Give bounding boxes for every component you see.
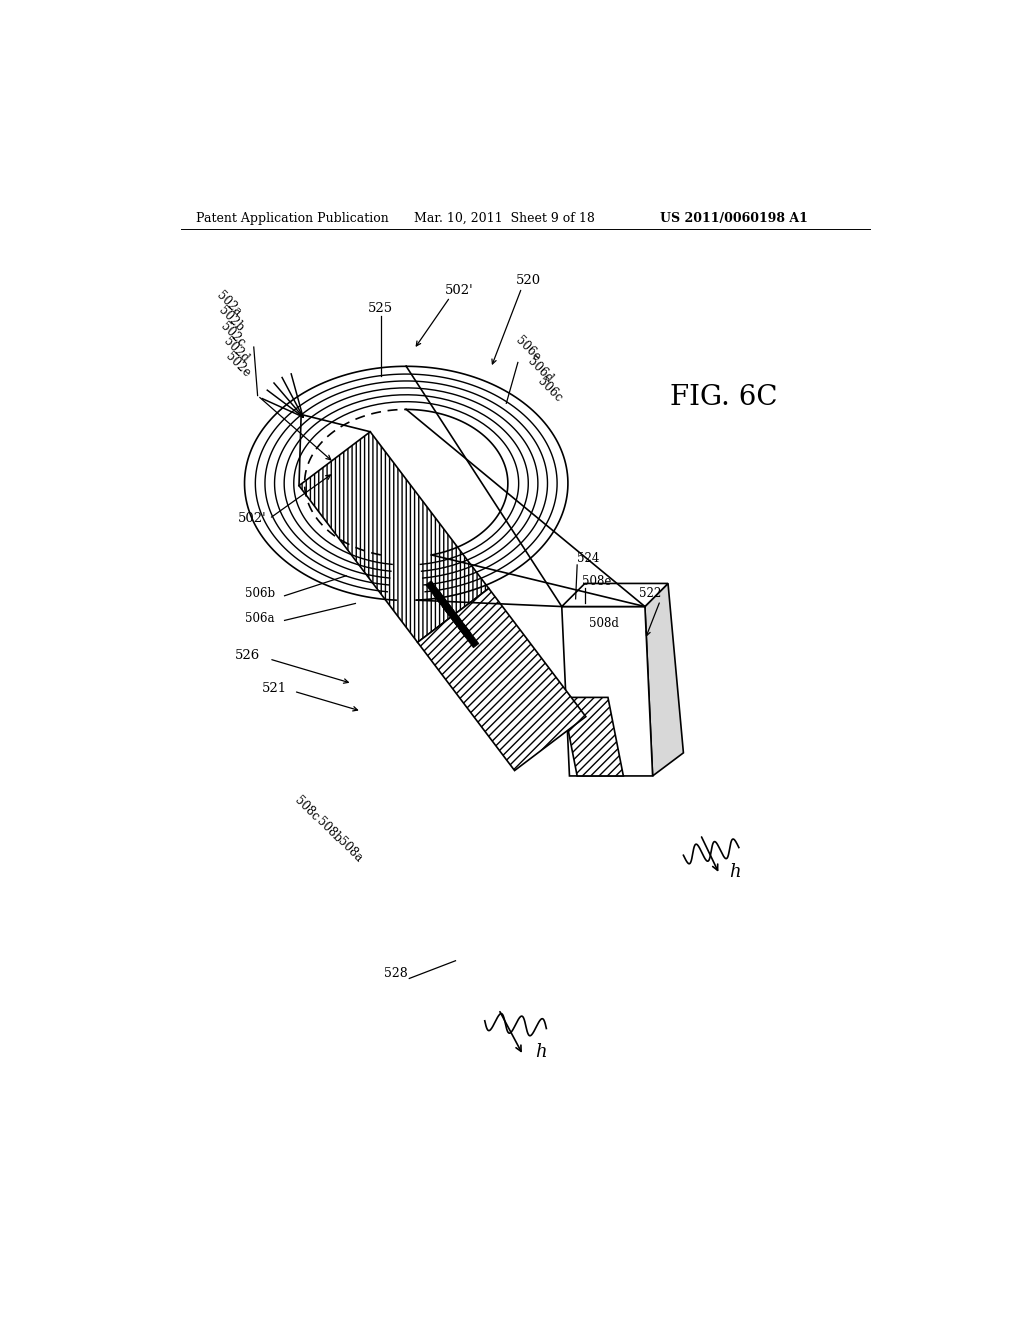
Text: US 2011/0060198 A1: US 2011/0060198 A1 — [660, 213, 808, 224]
Text: 521: 521 — [261, 681, 287, 694]
Text: 508c: 508c — [292, 795, 322, 824]
Polygon shape — [562, 697, 624, 776]
Text: 502': 502' — [444, 284, 473, 297]
Text: 506a: 506a — [245, 612, 274, 626]
Polygon shape — [299, 432, 488, 643]
Text: 525: 525 — [369, 302, 393, 315]
Text: 506b: 506b — [245, 587, 274, 601]
Text: 508a: 508a — [335, 834, 365, 865]
Text: 502b: 502b — [216, 304, 247, 334]
Text: 508d: 508d — [590, 616, 620, 630]
Polygon shape — [434, 591, 455, 615]
Text: 502a: 502a — [214, 289, 244, 318]
Text: 520: 520 — [515, 273, 541, 286]
Text: FIG. 6C: FIG. 6C — [670, 384, 777, 411]
Text: 502': 502' — [239, 512, 267, 525]
Text: 522: 522 — [639, 587, 662, 601]
Text: 502d: 502d — [220, 334, 251, 364]
Polygon shape — [451, 614, 471, 638]
Text: 508e: 508e — [582, 576, 611, 589]
Text: 524: 524 — [578, 552, 599, 565]
Text: 502c: 502c — [218, 319, 248, 350]
Text: 526: 526 — [234, 648, 260, 661]
Text: h: h — [535, 1043, 547, 1060]
Polygon shape — [562, 583, 668, 607]
Text: Mar. 10, 2011  Sheet 9 of 18: Mar. 10, 2011 Sheet 9 of 18 — [414, 213, 595, 224]
Text: 506d: 506d — [524, 355, 555, 385]
Polygon shape — [459, 624, 479, 648]
Text: Patent Application Publication: Patent Application Publication — [196, 213, 389, 224]
Text: h: h — [730, 863, 741, 882]
Polygon shape — [645, 583, 683, 776]
Text: 506e: 506e — [512, 334, 543, 364]
Polygon shape — [442, 602, 463, 626]
Text: 508b: 508b — [313, 814, 344, 845]
Text: 506c: 506c — [535, 375, 564, 404]
Text: 528: 528 — [384, 966, 409, 979]
Polygon shape — [562, 607, 652, 776]
Polygon shape — [418, 589, 586, 771]
Text: 502e: 502e — [223, 350, 253, 380]
Polygon shape — [426, 581, 446, 605]
